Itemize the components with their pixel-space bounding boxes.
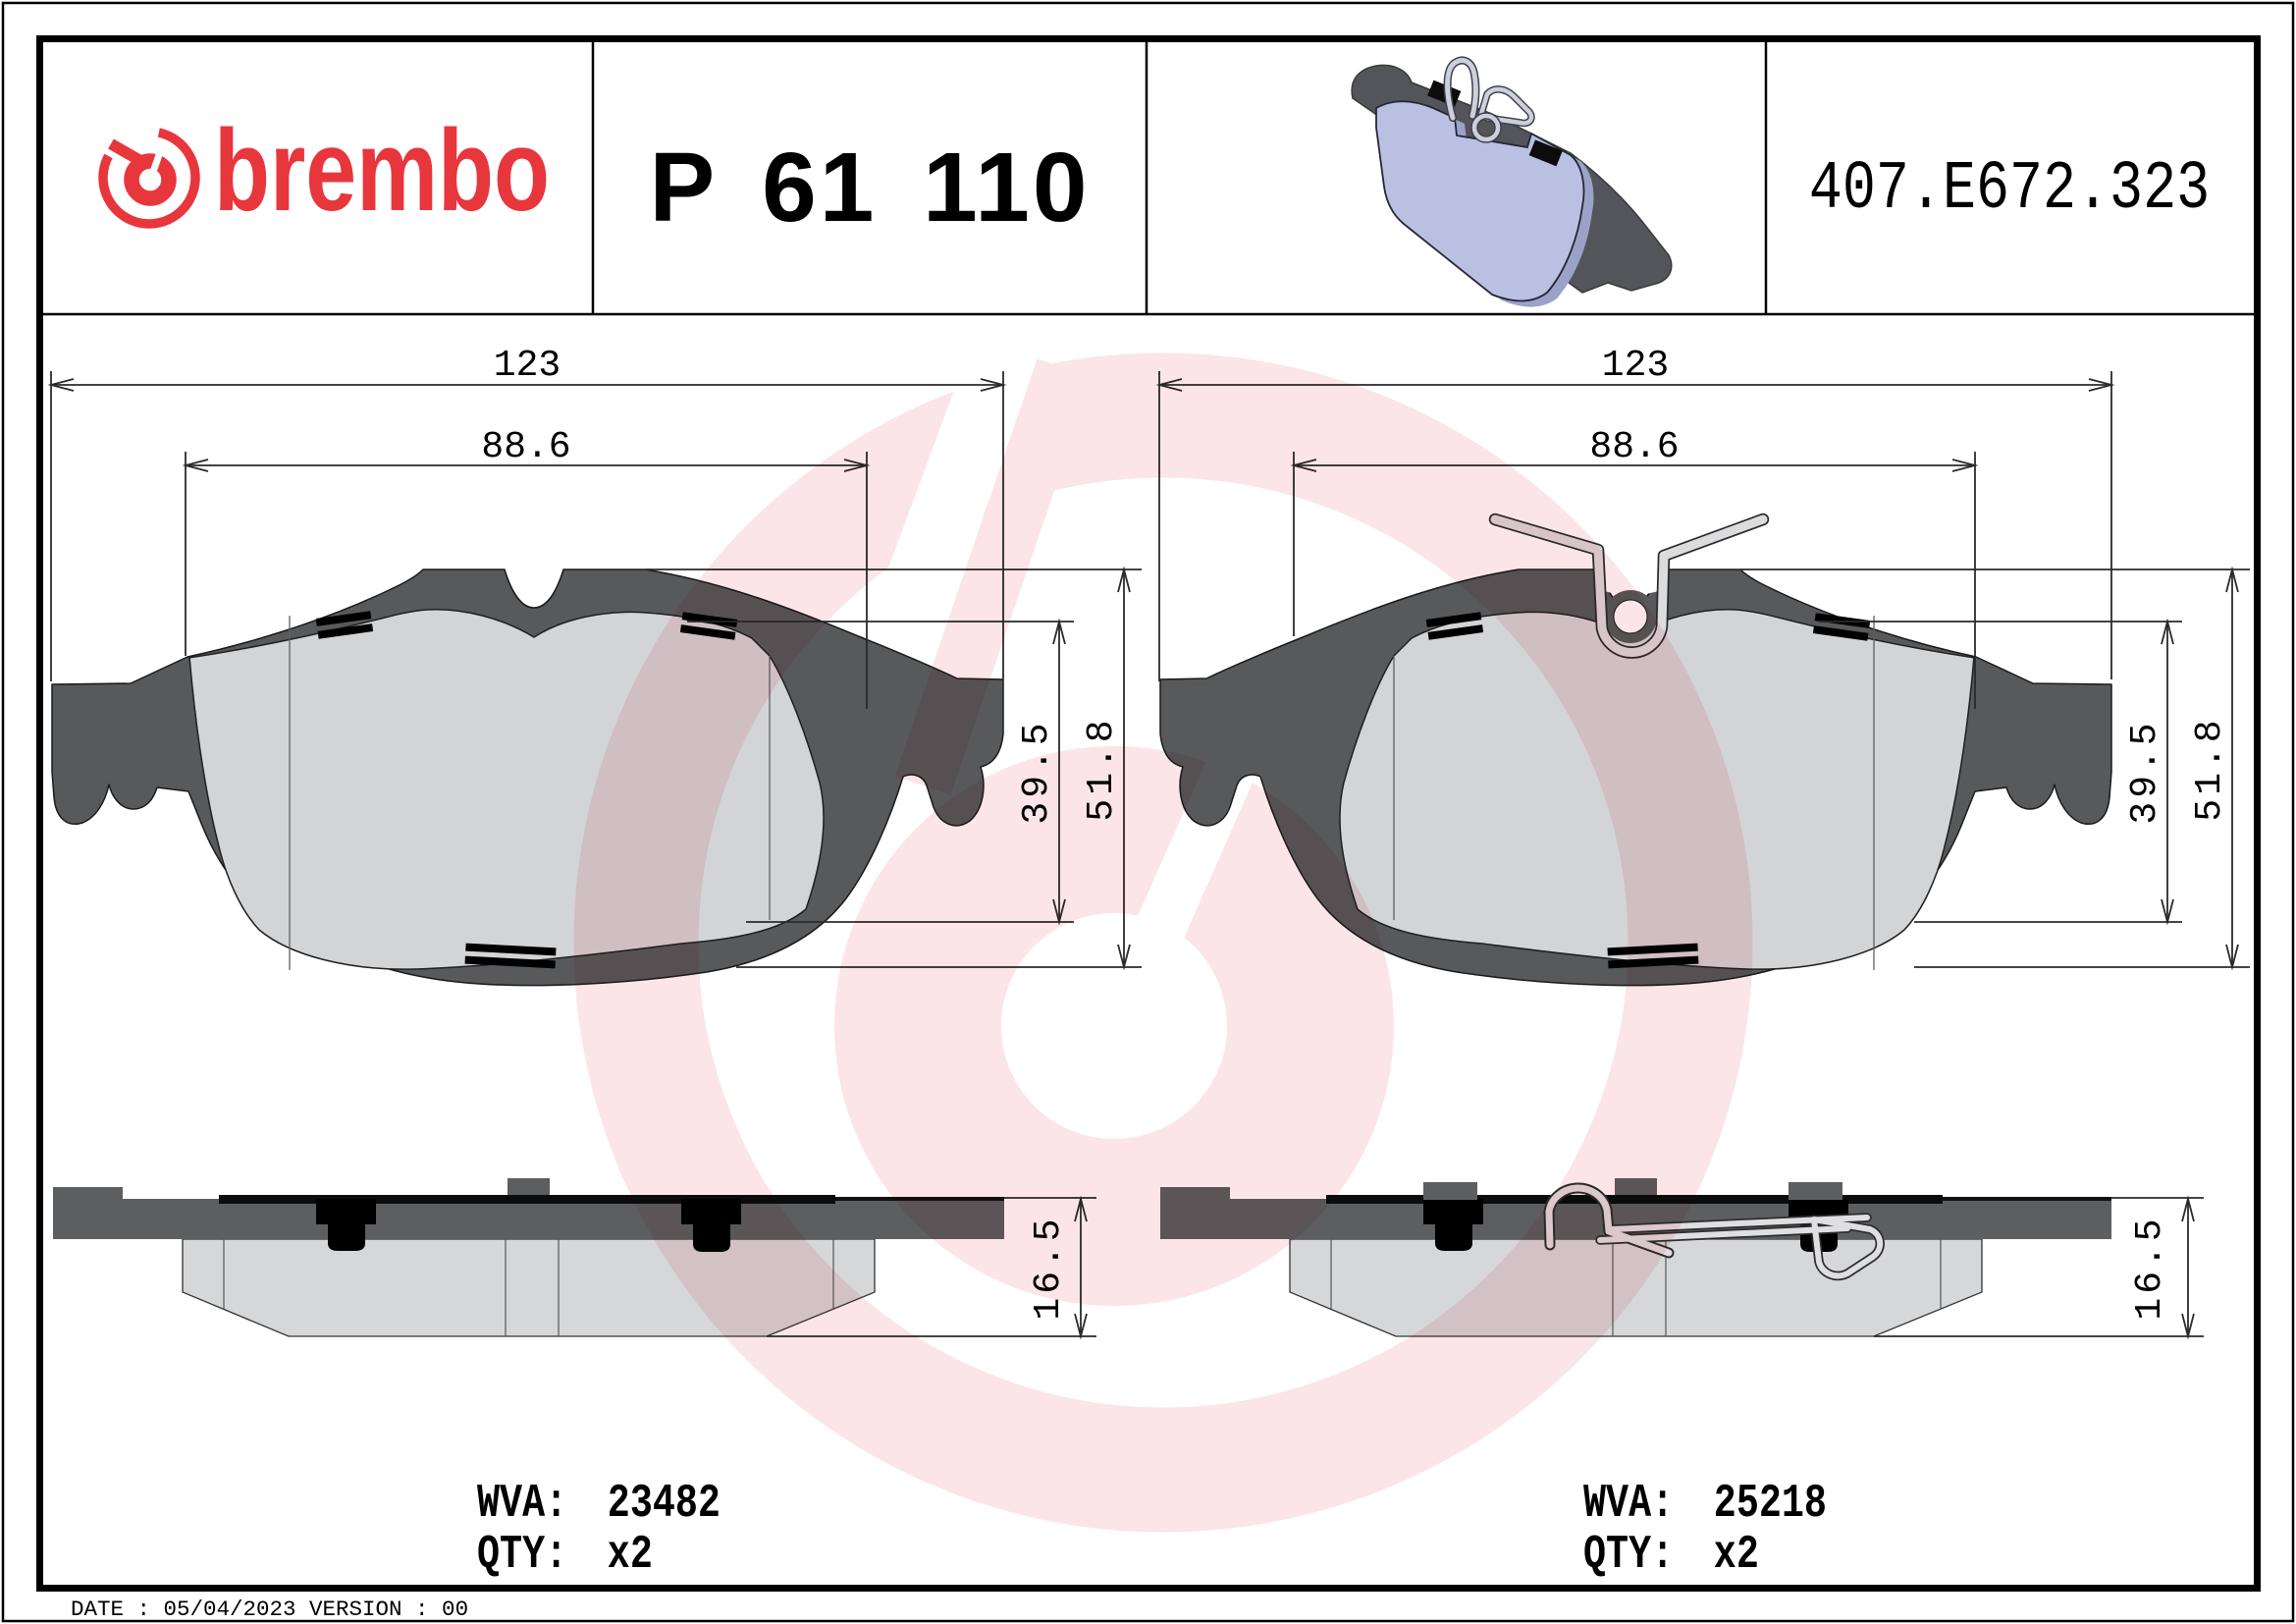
svg-text:88.6: 88.6	[1589, 426, 1679, 468]
svg-text:407.E672.323: 407.E672.323	[1809, 151, 2210, 229]
svg-text:123: 123	[494, 345, 561, 387]
svg-text:P 61 110: P 61 110	[649, 133, 1090, 243]
svg-text:123: 123	[1602, 345, 1669, 387]
svg-text:WVA: 23482: WVA: 23482	[477, 1478, 721, 1531]
svg-text:WVA: 25218: WVA: 25218	[1583, 1478, 1827, 1531]
svg-text:brembo: brembo	[214, 106, 550, 236]
svg-text:QTY: x2: QTY: x2	[477, 1529, 653, 1582]
svg-text:QTY: x2: QTY: x2	[1583, 1529, 1759, 1582]
svg-text:DATE : 05/04/2023 VERSION : 00: DATE : 05/04/2023 VERSION : 00	[71, 1597, 468, 1622]
svg-text:16.5: 16.5	[2129, 1215, 2171, 1320]
svg-text:88.6: 88.6	[481, 426, 570, 468]
svg-text:39.5: 39.5	[2124, 719, 2166, 824]
svg-text:51.8: 51.8	[2189, 716, 2231, 821]
